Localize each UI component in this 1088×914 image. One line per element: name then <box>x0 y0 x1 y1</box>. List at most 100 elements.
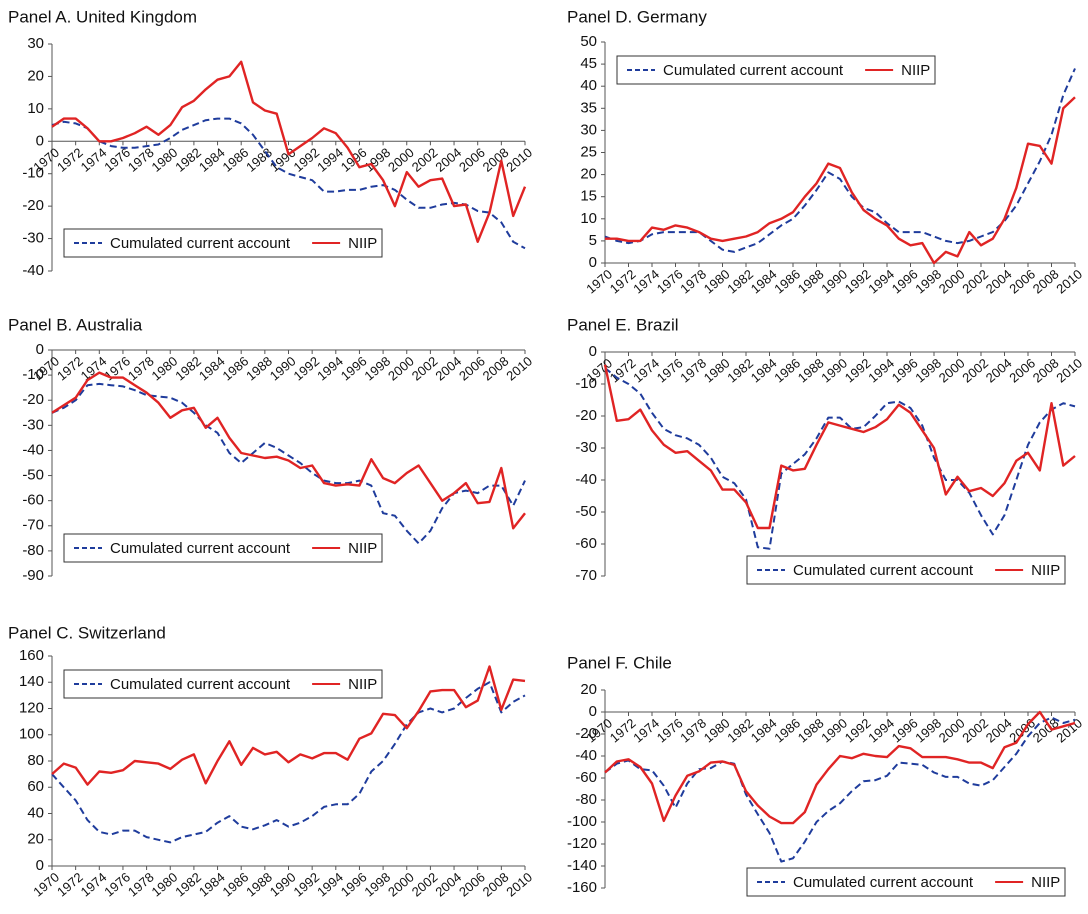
y-tick-label: -10 <box>22 165 44 182</box>
y-tick-label: -70 <box>22 517 44 534</box>
y-tick-label: 25 <box>580 143 597 160</box>
y-tick-label: 0 <box>36 857 44 874</box>
x-tick-label: 2010 <box>1053 266 1085 296</box>
y-tick-label: -160 <box>567 879 597 896</box>
series-line <box>605 96 1076 265</box>
panel: Panel A. United Kingdom -40 -30 -20 -10 0 10 20… <box>8 7 535 278</box>
y-tick-label: -30 <box>22 230 44 247</box>
legend: Cumulated current account NIIP <box>63 533 383 563</box>
y-tick-label: -20 <box>575 407 597 424</box>
x-tick-label: 2010 <box>503 145 535 175</box>
y-tick-label: 30 <box>580 121 597 138</box>
y-tick-label: 40 <box>27 804 44 821</box>
y-tick-label: -80 <box>22 542 44 559</box>
legend: Cumulated current account NIIP <box>616 55 936 85</box>
y-tick-label: 20 <box>580 681 597 698</box>
legend: Cumulated current account NIIP <box>63 669 383 699</box>
legend-label: NIIP <box>901 62 930 79</box>
y-tick-label: 5 <box>589 232 597 249</box>
y-tick-label: -100 <box>567 813 597 830</box>
y-tick-label: -80 <box>575 791 597 808</box>
chart-title: Panel B. Australia <box>8 315 143 334</box>
y-tick-label: -60 <box>575 535 597 552</box>
y-tick-label: 35 <box>580 99 597 116</box>
y-tick-label: -60 <box>575 769 597 786</box>
y-tick-label: 0 <box>589 343 597 360</box>
chart-title: Panel D. Germany <box>567 7 707 26</box>
series-line <box>51 665 526 786</box>
y-tick-label: -120 <box>567 835 597 852</box>
panel: Panel D. Germany051015202530354045501970… <box>567 7 1085 296</box>
y-tick-label: 0 <box>589 254 597 271</box>
chart-title: Panel C. Switzerland <box>8 623 166 642</box>
y-tick-label: -10 <box>575 375 597 392</box>
legend-label: Cumulated current account <box>793 874 974 891</box>
y-tick-label: 0 <box>36 341 44 358</box>
y-tick-label: -70 <box>575 567 597 584</box>
series-line <box>604 716 1076 863</box>
legend: Cumulated current account NIIP <box>63 228 383 258</box>
y-tick-label: 10 <box>580 210 597 227</box>
legend: Cumulated current account NIIP <box>746 555 1066 585</box>
y-tick-label: -40 <box>575 471 597 488</box>
panel: Panel F. Chile -160 -140 -120 -100 -80 -60 -40 -… <box>567 653 1085 897</box>
series-line <box>51 681 526 844</box>
y-tick-label: 0 <box>36 132 44 149</box>
y-tick-label: -50 <box>22 467 44 484</box>
y-tick-label: 0 <box>589 703 597 720</box>
y-tick-label: 120 <box>19 699 44 716</box>
legend-label: Cumulated current account <box>110 676 291 693</box>
y-tick-label: -40 <box>575 747 597 764</box>
y-tick-label: 60 <box>27 778 44 795</box>
y-tick-label: -60 <box>22 492 44 509</box>
legend-label: NIIP <box>348 540 377 557</box>
legend-label: NIIP <box>1031 874 1060 891</box>
chart-title: Panel A. United Kingdom <box>8 7 197 26</box>
legend-label: Cumulated current account <box>110 540 291 557</box>
legend-label: NIIP <box>348 676 377 693</box>
y-tick-label: -20 <box>22 391 44 408</box>
panel: Panel B. Australia -90 -80 -70 -60 -50 -40 -30 -… <box>8 315 535 583</box>
legend-label: Cumulated current account <box>663 62 844 79</box>
y-tick-label: 15 <box>580 188 597 205</box>
y-tick-label: 140 <box>19 673 44 690</box>
y-tick-label: 50 <box>580 33 597 50</box>
panel: Panel E. Brazil-70-60-50-40-30-20-100197… <box>567 315 1085 585</box>
legend-label: Cumulated current account <box>793 562 974 579</box>
x-tick-label: 2010 <box>503 353 535 383</box>
x-tick-label: 2010 <box>1053 355 1085 385</box>
series-line <box>51 382 526 545</box>
y-tick-label: -10 <box>22 366 44 383</box>
y-tick-label: 45 <box>580 55 597 72</box>
series-line <box>604 68 1076 253</box>
y-tick-label: 40 <box>580 77 597 94</box>
series-line <box>51 60 527 243</box>
y-tick-label: -30 <box>22 416 44 433</box>
y-tick-label: 20 <box>27 831 44 848</box>
series-line <box>604 710 1076 825</box>
panel: Panel C. Switzerland 0 20 40 60 80 100 120 140 16… <box>8 623 535 899</box>
y-tick-label: 20 <box>580 166 597 183</box>
legend-label: Cumulated current account <box>110 235 291 252</box>
y-tick-label: 10 <box>27 100 44 117</box>
series-line <box>51 371 526 530</box>
y-tick-label: 20 <box>27 67 44 84</box>
legend: Cumulated current account NIIP <box>746 867 1066 897</box>
y-tick-label: -50 <box>575 503 597 520</box>
y-tick-label: 160 <box>19 647 44 664</box>
y-tick-label: -40 <box>22 441 44 458</box>
series-line <box>51 117 526 250</box>
chart-title: Panel E. Brazil <box>567 315 679 334</box>
legend-label: NIIP <box>1031 562 1060 579</box>
legend-label: NIIP <box>348 235 377 252</box>
y-tick-label: -40 <box>22 262 44 279</box>
y-tick-label: -30 <box>575 439 597 456</box>
y-tick-label: -90 <box>22 567 44 584</box>
y-tick-label: -20 <box>22 197 44 214</box>
y-tick-label: 100 <box>19 726 44 743</box>
x-tick-label: 2010 <box>503 869 535 899</box>
series-line <box>603 364 1076 530</box>
y-tick-label: -20 <box>575 725 597 742</box>
series-line <box>604 367 1076 550</box>
